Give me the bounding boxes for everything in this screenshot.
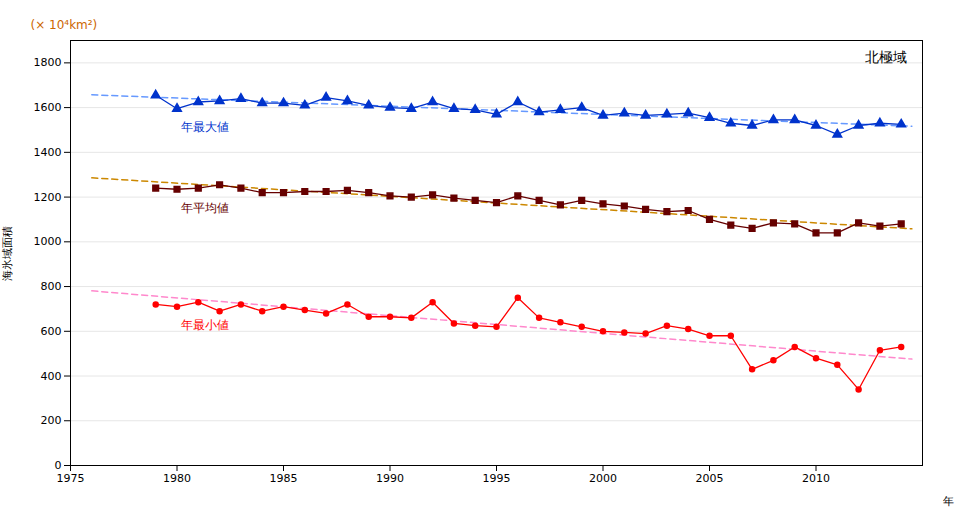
svg-text:1000: 1000 bbox=[34, 235, 62, 248]
svg-text:年: 年 bbox=[943, 495, 954, 507]
svg-text:1800: 1800 bbox=[34, 56, 62, 69]
svg-text:年最大値: 年最大値 bbox=[181, 120, 229, 134]
svg-text:1400: 1400 bbox=[34, 146, 62, 159]
svg-text:2010: 2010 bbox=[802, 472, 830, 485]
svg-text:800: 800 bbox=[41, 280, 62, 293]
svg-text:1985: 1985 bbox=[270, 472, 298, 485]
svg-text:200: 200 bbox=[41, 414, 62, 427]
svg-text:北極域: 北極域 bbox=[865, 49, 907, 65]
svg-text:2000: 2000 bbox=[589, 472, 617, 485]
svg-text:年最小値: 年最小値 bbox=[181, 318, 229, 332]
svg-text:400: 400 bbox=[41, 370, 62, 383]
svg-text:海氷域面積: 海氷域面積 bbox=[1, 226, 14, 281]
svg-text:1600: 1600 bbox=[34, 101, 62, 114]
svg-text:1995: 1995 bbox=[483, 472, 511, 485]
svg-text:(× 10⁴km²): (× 10⁴km²) bbox=[31, 18, 98, 32]
svg-text:2005: 2005 bbox=[696, 472, 724, 485]
svg-text:1975: 1975 bbox=[57, 472, 85, 485]
svg-text:1200: 1200 bbox=[34, 191, 62, 204]
svg-text:0: 0 bbox=[55, 459, 62, 472]
svg-text:1980: 1980 bbox=[163, 472, 191, 485]
svg-text:600: 600 bbox=[41, 325, 62, 338]
svg-text:1990: 1990 bbox=[376, 472, 404, 485]
svg-text:年平均値: 年平均値 bbox=[181, 201, 229, 215]
